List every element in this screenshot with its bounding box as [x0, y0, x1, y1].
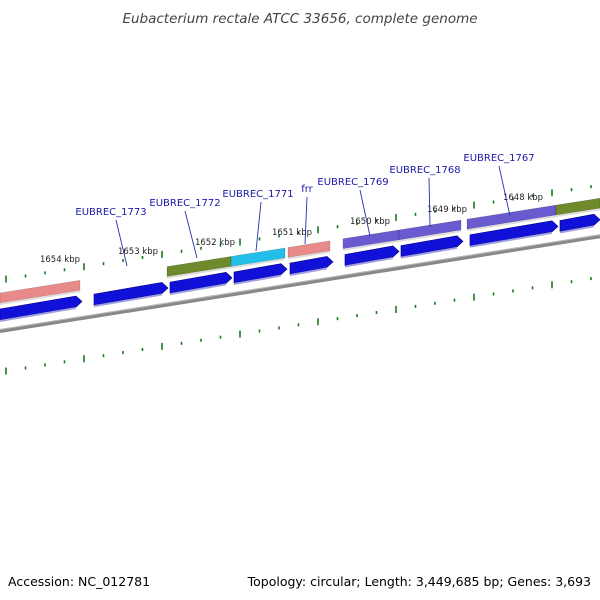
gene-bar-shadow	[288, 250, 330, 260]
gene-arrow-shadow	[345, 256, 393, 268]
gene-label: frr	[301, 184, 313, 195]
gene-label: EUBREC_1768	[389, 165, 460, 176]
gene-arrow	[400, 235, 464, 257]
gene-arrow-shadow	[560, 225, 594, 234]
kbp-label: 1652 kbp	[195, 238, 235, 248]
backbone-line	[0, 234, 600, 333]
gene-arrow-shadow	[170, 283, 226, 296]
gene-arrow	[559, 213, 600, 232]
gene-bar-shadow	[231, 257, 285, 269]
kbp-labels: 1654 kbp 1653 kbp 1652 kbp 1651 kbp 1650 kbp…	[40, 193, 543, 265]
gene-leader-line	[304, 196, 308, 245]
gene-arrow	[289, 256, 334, 275]
gene-bar-shadow	[399, 230, 461, 242]
gene-arrow-shadow	[94, 293, 162, 308]
accession-text: Accession: NC_012781	[8, 574, 150, 589]
genome-summary-text: Topology: circular; Length: 3,449,685 bp…	[247, 574, 591, 589]
gene-label: EUBREC_1769	[317, 177, 388, 188]
gene-label: EUBREC_1773	[75, 207, 146, 218]
gene-arrow	[469, 220, 559, 247]
gene-label: EUBREC_1771	[222, 189, 293, 200]
kbp-label: 1650 kbp	[350, 217, 390, 227]
gene-arrow-shadow	[0, 307, 76, 322]
gene-bar-shadow	[556, 208, 600, 218]
gene-leader-line	[359, 189, 371, 237]
gene-bar-shadow	[467, 215, 556, 232]
kbp-label: 1648 kbp	[503, 193, 543, 203]
gene-arrow-shadow	[290, 267, 327, 277]
gene-arrow-shadow	[470, 231, 552, 248]
gene-leader-line	[255, 201, 262, 252]
genome-backbone	[0, 234, 600, 333]
kbp-label: 1651 kbp	[272, 228, 312, 238]
gene-arrow	[0, 295, 83, 321]
outer-tick-ring	[5, 185, 592, 283]
gene-bar-shadow	[167, 266, 231, 279]
kbp-label: 1649 kbp	[427, 205, 467, 215]
gene-leader-line	[115, 219, 128, 267]
gene-arrow	[169, 272, 233, 294]
gene-bar-shadow	[0, 290, 80, 305]
backbone-highlight	[0, 234, 600, 330]
gene-arrow	[93, 282, 169, 306]
kbp-label: 1653 kbp	[118, 247, 158, 257]
gene-bar	[555, 197, 600, 216]
gene-label: EUBREC_1772	[149, 198, 220, 209]
gene-arrow-shadow	[234, 274, 281, 286]
gene-arrow	[233, 263, 288, 284]
gene-arrow	[344, 245, 400, 266]
gene-arrow-shadow	[401, 246, 457, 259]
gene-leader-line	[184, 210, 198, 259]
gene-leader-line	[498, 165, 511, 217]
lower-gene-track	[0, 213, 600, 322]
map-title: Eubacterium rectale ATCC 33656, complete…	[122, 11, 477, 27]
kbp-label: 1654 kbp	[40, 255, 80, 265]
upper-gene-track	[0, 197, 600, 305]
inner-tick-ring	[5, 277, 592, 375]
gene-label: EUBREC_1767	[463, 153, 534, 164]
gene-bar-shadow	[343, 239, 399, 251]
gene-leader-line	[428, 177, 431, 228]
